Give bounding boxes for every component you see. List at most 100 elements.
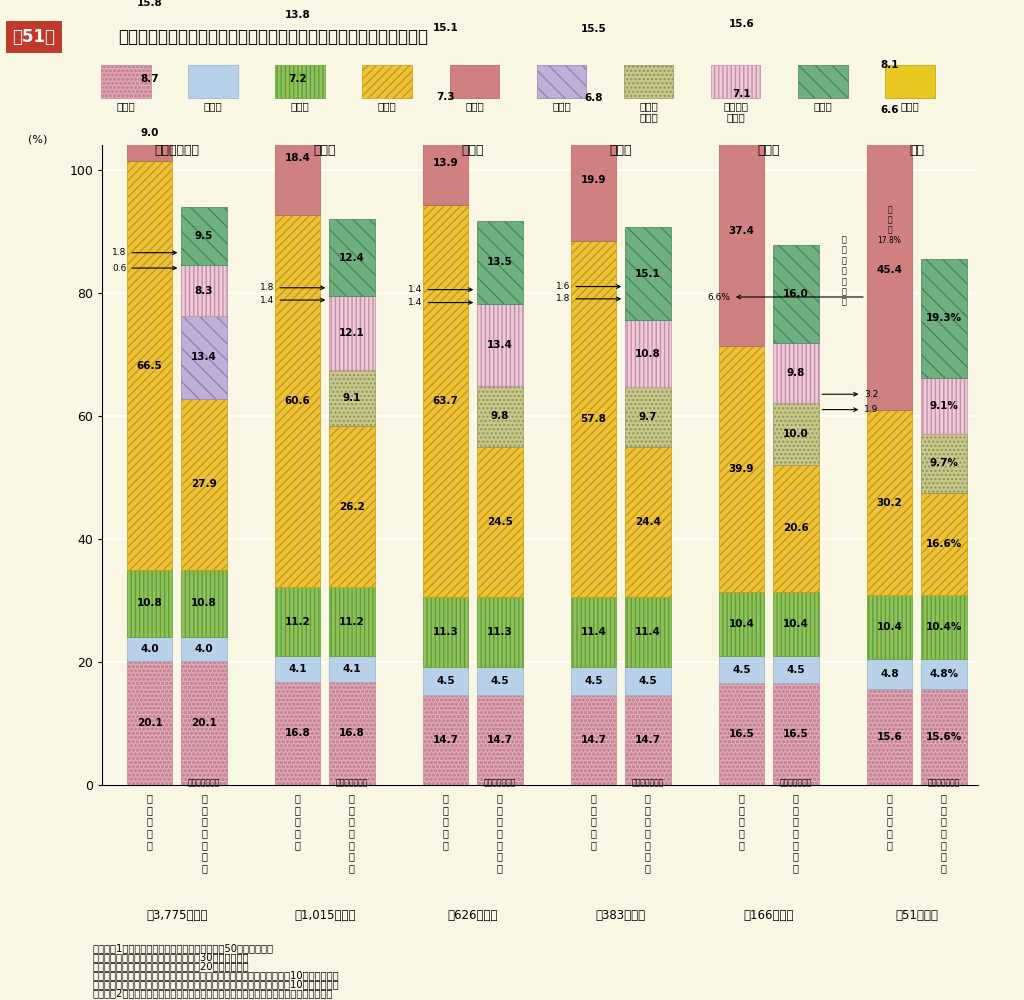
Text: 中核市: 中核市 xyxy=(313,144,336,157)
Text: （51億円）: （51億円） xyxy=(895,909,938,922)
Text: 16.8: 16.8 xyxy=(285,728,310,738)
Bar xyxy=(127,637,172,661)
Text: 9.1%: 9.1% xyxy=(930,401,958,411)
Text: 8.7: 8.7 xyxy=(140,74,159,84)
Text: 9.8: 9.8 xyxy=(786,368,805,378)
Text: 18.4: 18.4 xyxy=(285,153,310,163)
Text: 1.8: 1.8 xyxy=(556,294,621,303)
Text: 10.8: 10.8 xyxy=(191,598,217,608)
Text: 57.8: 57.8 xyxy=(581,414,606,424)
Text: 24.5: 24.5 xyxy=(487,517,513,527)
Text: 6.6: 6.6 xyxy=(881,105,899,115)
Text: 4.5: 4.5 xyxy=(585,676,603,686)
Bar xyxy=(719,683,764,785)
Bar xyxy=(329,682,375,785)
Text: その他: その他 xyxy=(900,101,920,111)
Bar xyxy=(570,667,616,695)
Bar xyxy=(329,370,375,426)
Text: 4.0: 4.0 xyxy=(195,644,213,654)
Text: 24.4: 24.4 xyxy=(635,517,660,527)
Text: 小都市：政令指定都市、中核市及び特例市以外の市のうち人口10万人未満の市: 小都市：政令指定都市、中核市及び特例市以外の市のうち人口10万人未満の市 xyxy=(92,979,339,989)
Bar xyxy=(362,65,412,98)
Text: 15.6%: 15.6% xyxy=(926,732,962,742)
Bar xyxy=(188,65,238,98)
Text: 1.4: 1.4 xyxy=(409,298,472,307)
Bar xyxy=(773,683,818,785)
Text: 10.8: 10.8 xyxy=(635,349,660,359)
Text: 0.6: 0.6 xyxy=(113,264,176,273)
Bar xyxy=(719,0,764,72)
Text: 7.1: 7.1 xyxy=(732,89,751,99)
Text: 16.8: 16.8 xyxy=(339,728,365,738)
Text: 15.6: 15.6 xyxy=(729,19,755,29)
Text: （166億円）: （166億円） xyxy=(743,909,794,922)
Bar xyxy=(274,0,321,57)
Bar xyxy=(329,426,375,587)
Text: 9.0: 9.0 xyxy=(140,128,159,138)
Text: 衛生費: 衛生費 xyxy=(465,101,483,111)
Text: 10.4: 10.4 xyxy=(783,619,809,629)
Bar xyxy=(866,40,912,90)
Text: 対
臨
時
財
政
策
債: 対 臨 時 財 政 策 債 xyxy=(842,235,847,307)
Text: 60.6: 60.6 xyxy=(285,396,310,406)
Text: 3.2: 3.2 xyxy=(822,390,879,399)
Bar xyxy=(625,695,671,785)
Text: 目的別歳出充当: 目的別歳出充当 xyxy=(928,779,959,788)
Text: 9.7: 9.7 xyxy=(639,412,657,422)
Bar xyxy=(624,65,674,98)
Text: 一
般
財
源
等
内
訳: 一 般 財 源 等 内 訳 xyxy=(497,793,503,873)
Text: 4.0: 4.0 xyxy=(140,644,159,654)
Text: 20.1: 20.1 xyxy=(191,718,217,728)
Bar xyxy=(885,65,935,98)
Text: 15.6: 15.6 xyxy=(877,732,902,742)
Text: 1.9: 1.9 xyxy=(822,405,879,414)
Bar xyxy=(101,65,151,98)
Bar xyxy=(719,592,764,656)
Text: 4.8%: 4.8% xyxy=(929,669,958,679)
Text: 10.4%: 10.4% xyxy=(926,622,962,632)
Bar xyxy=(625,320,671,387)
Text: 13.4: 13.4 xyxy=(191,352,217,362)
Text: 一
般
財
源
等: 一 般 財 源 等 xyxy=(295,793,301,850)
Text: 一
般
財
源
等
内
訳: 一 般 財 源 等 内 訳 xyxy=(349,793,355,873)
Text: 11.4: 11.4 xyxy=(635,627,660,637)
Bar xyxy=(423,75,468,120)
Bar xyxy=(866,90,912,130)
Text: 12.4: 12.4 xyxy=(339,253,365,263)
Bar xyxy=(329,587,375,656)
Text: 一
般
財
源
等
内
訳: 一 般 財 源 等 内 訳 xyxy=(941,793,947,873)
Text: 一
般
財
源
等: 一 般 財 源 等 xyxy=(442,793,449,850)
Bar xyxy=(537,65,587,98)
Text: 15.5: 15.5 xyxy=(581,24,606,34)
Text: 13.5: 13.5 xyxy=(487,257,513,267)
Text: 労働費・
商工費: 労働費・ 商工費 xyxy=(723,101,749,123)
Text: 中都市: 中都市 xyxy=(609,144,632,157)
Text: 7.3: 7.3 xyxy=(436,92,455,102)
Bar xyxy=(773,343,818,403)
Bar xyxy=(570,0,616,77)
Bar xyxy=(921,493,967,595)
Bar xyxy=(570,77,616,119)
Bar xyxy=(477,221,522,304)
Text: 13.9: 13.9 xyxy=(433,158,459,168)
Bar xyxy=(274,101,321,215)
Text: 総務費: 総務費 xyxy=(813,101,833,111)
Text: 2　（　）内の金額は、各団体区分ごとの一団体平均の一般財源等の額である。: 2 （ ）内の金額は、各団体区分ごとの一団体平均の一般財源等の額である。 xyxy=(92,988,333,998)
Bar xyxy=(921,434,967,493)
Text: 30.2: 30.2 xyxy=(877,498,902,508)
Text: 民生費: 民生費 xyxy=(378,101,396,111)
Text: 目的別歳出充当: 目的別歳出充当 xyxy=(187,779,220,788)
Bar xyxy=(423,667,468,695)
Bar xyxy=(477,597,522,667)
Text: 14.7: 14.7 xyxy=(581,735,606,745)
Text: 目的別歳出充当: 目的別歳出充当 xyxy=(336,779,368,788)
Bar xyxy=(921,378,967,434)
Bar xyxy=(181,207,226,265)
Text: 9.5: 9.5 xyxy=(195,231,213,241)
Text: 11.2: 11.2 xyxy=(339,617,365,627)
Bar xyxy=(423,597,468,667)
Bar xyxy=(719,656,764,683)
Text: 11.3: 11.3 xyxy=(487,627,513,637)
Text: 14.7: 14.7 xyxy=(635,735,660,745)
Text: 政令指定都市: 政令指定都市 xyxy=(155,144,200,157)
